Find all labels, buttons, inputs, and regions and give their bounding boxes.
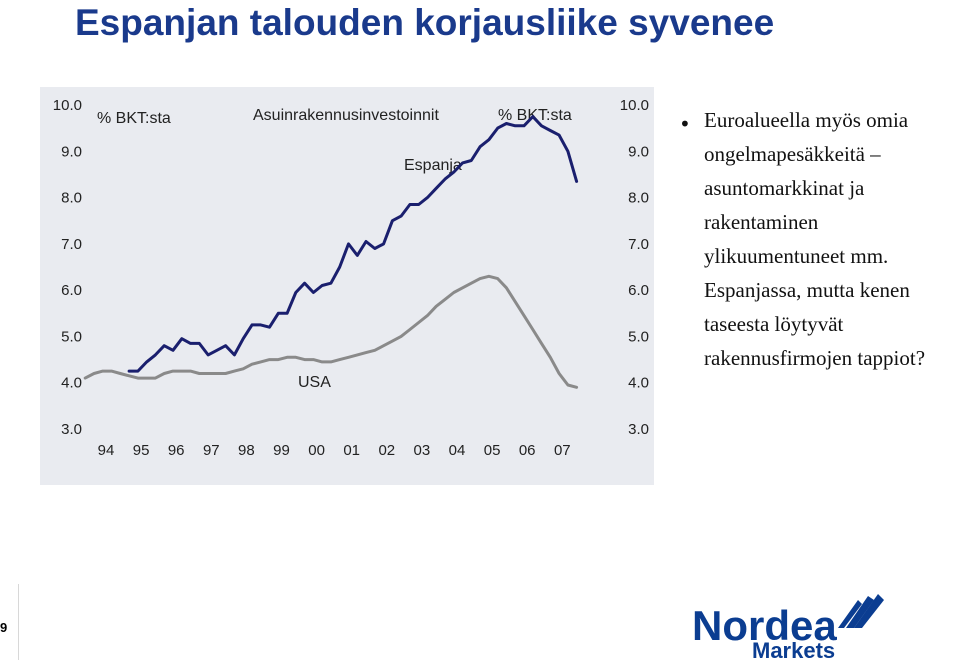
y-tick-left: 3.0 (61, 421, 82, 438)
series-label-espanja: Espanja (404, 157, 462, 174)
series-line-usa (83, 274, 579, 389)
y-tick-right: 10.0 (620, 97, 649, 114)
y-tick-left: 5.0 (61, 328, 82, 345)
bullet-text: Euroalueella myös omia ongelmapesäkkeitä… (704, 108, 926, 370)
logo-sail-icon (838, 594, 884, 628)
y-tick-right: 3.0 (628, 421, 649, 438)
x-tick-label: 97 (203, 442, 220, 459)
y-tick-left: 7.0 (61, 236, 82, 253)
nordea-markets-logo: Nordea Markets (690, 592, 890, 663)
x-axis: 94 95 96 97 98 99 00 01 02 03 04 05 06 07 (98, 442, 571, 459)
y-axis-label-right: % BKT:sta (498, 107, 572, 124)
y-tick-right: 6.0 (628, 282, 649, 299)
residential-investment-chart: % BKT:sta Asuinrakennusinvestoinnit % BK… (53, 97, 649, 459)
x-tick-label: 94 (98, 442, 115, 459)
y-tick-left: 8.0 (61, 190, 82, 207)
y-tick-left: 9.0 (61, 143, 82, 160)
y-tick-right: 9.0 (628, 143, 649, 160)
slide-title: Espanjan talouden korjausliike syvenee (75, 2, 775, 43)
x-tick-label: 98 (238, 442, 255, 459)
y-axis-right: 3.0 4.0 5.0 6.0 7.0 8.0 9.0 10.0 (620, 97, 649, 438)
series-label-usa: USA (298, 374, 331, 391)
x-tick-label: 06 (519, 442, 536, 459)
y-tick-left: 4.0 (61, 375, 82, 392)
x-tick-label: 03 (414, 442, 431, 459)
x-tick-label: 95 (133, 442, 150, 459)
x-tick-label: 96 (168, 442, 185, 459)
y-tick-right: 5.0 (628, 328, 649, 345)
series-line-espanja (127, 115, 579, 373)
x-tick-label: 02 (378, 442, 395, 459)
logo-brand-text: Nordea (692, 602, 837, 649)
page-number: 9 (0, 620, 8, 635)
bullet-dot-icon: • (679, 112, 691, 136)
x-tick-label: 00 (308, 442, 325, 459)
x-tick-label: 05 (484, 442, 501, 459)
y-tick-left: 10.0 (53, 97, 82, 114)
x-tick-label: 99 (273, 442, 290, 459)
page-edge-divider (18, 584, 19, 660)
series-lines (83, 115, 579, 389)
y-tick-right: 8.0 (628, 190, 649, 207)
y-axis-label-left: % BKT:sta (97, 110, 171, 127)
logo-sub-text: Markets (752, 638, 835, 658)
y-tick-right: 7.0 (628, 236, 649, 253)
y-tick-left: 6.0 (61, 282, 82, 299)
x-tick-label: 04 (449, 442, 466, 459)
y-axis-left: 3.0 4.0 5.0 6.0 7.0 8.0 9.0 10.0 (53, 97, 82, 438)
bullet-point: • Euroalueella myös omia ongelmapesäkkei… (679, 103, 959, 375)
x-tick-label: 07 (554, 442, 571, 459)
y-tick-right: 4.0 (628, 375, 649, 392)
chart-title: Asuinrakennusinvestoinnit (253, 107, 439, 124)
x-tick-label: 01 (343, 442, 360, 459)
chart-panel: % BKT:sta Asuinrakennusinvestoinnit % BK… (40, 87, 654, 485)
